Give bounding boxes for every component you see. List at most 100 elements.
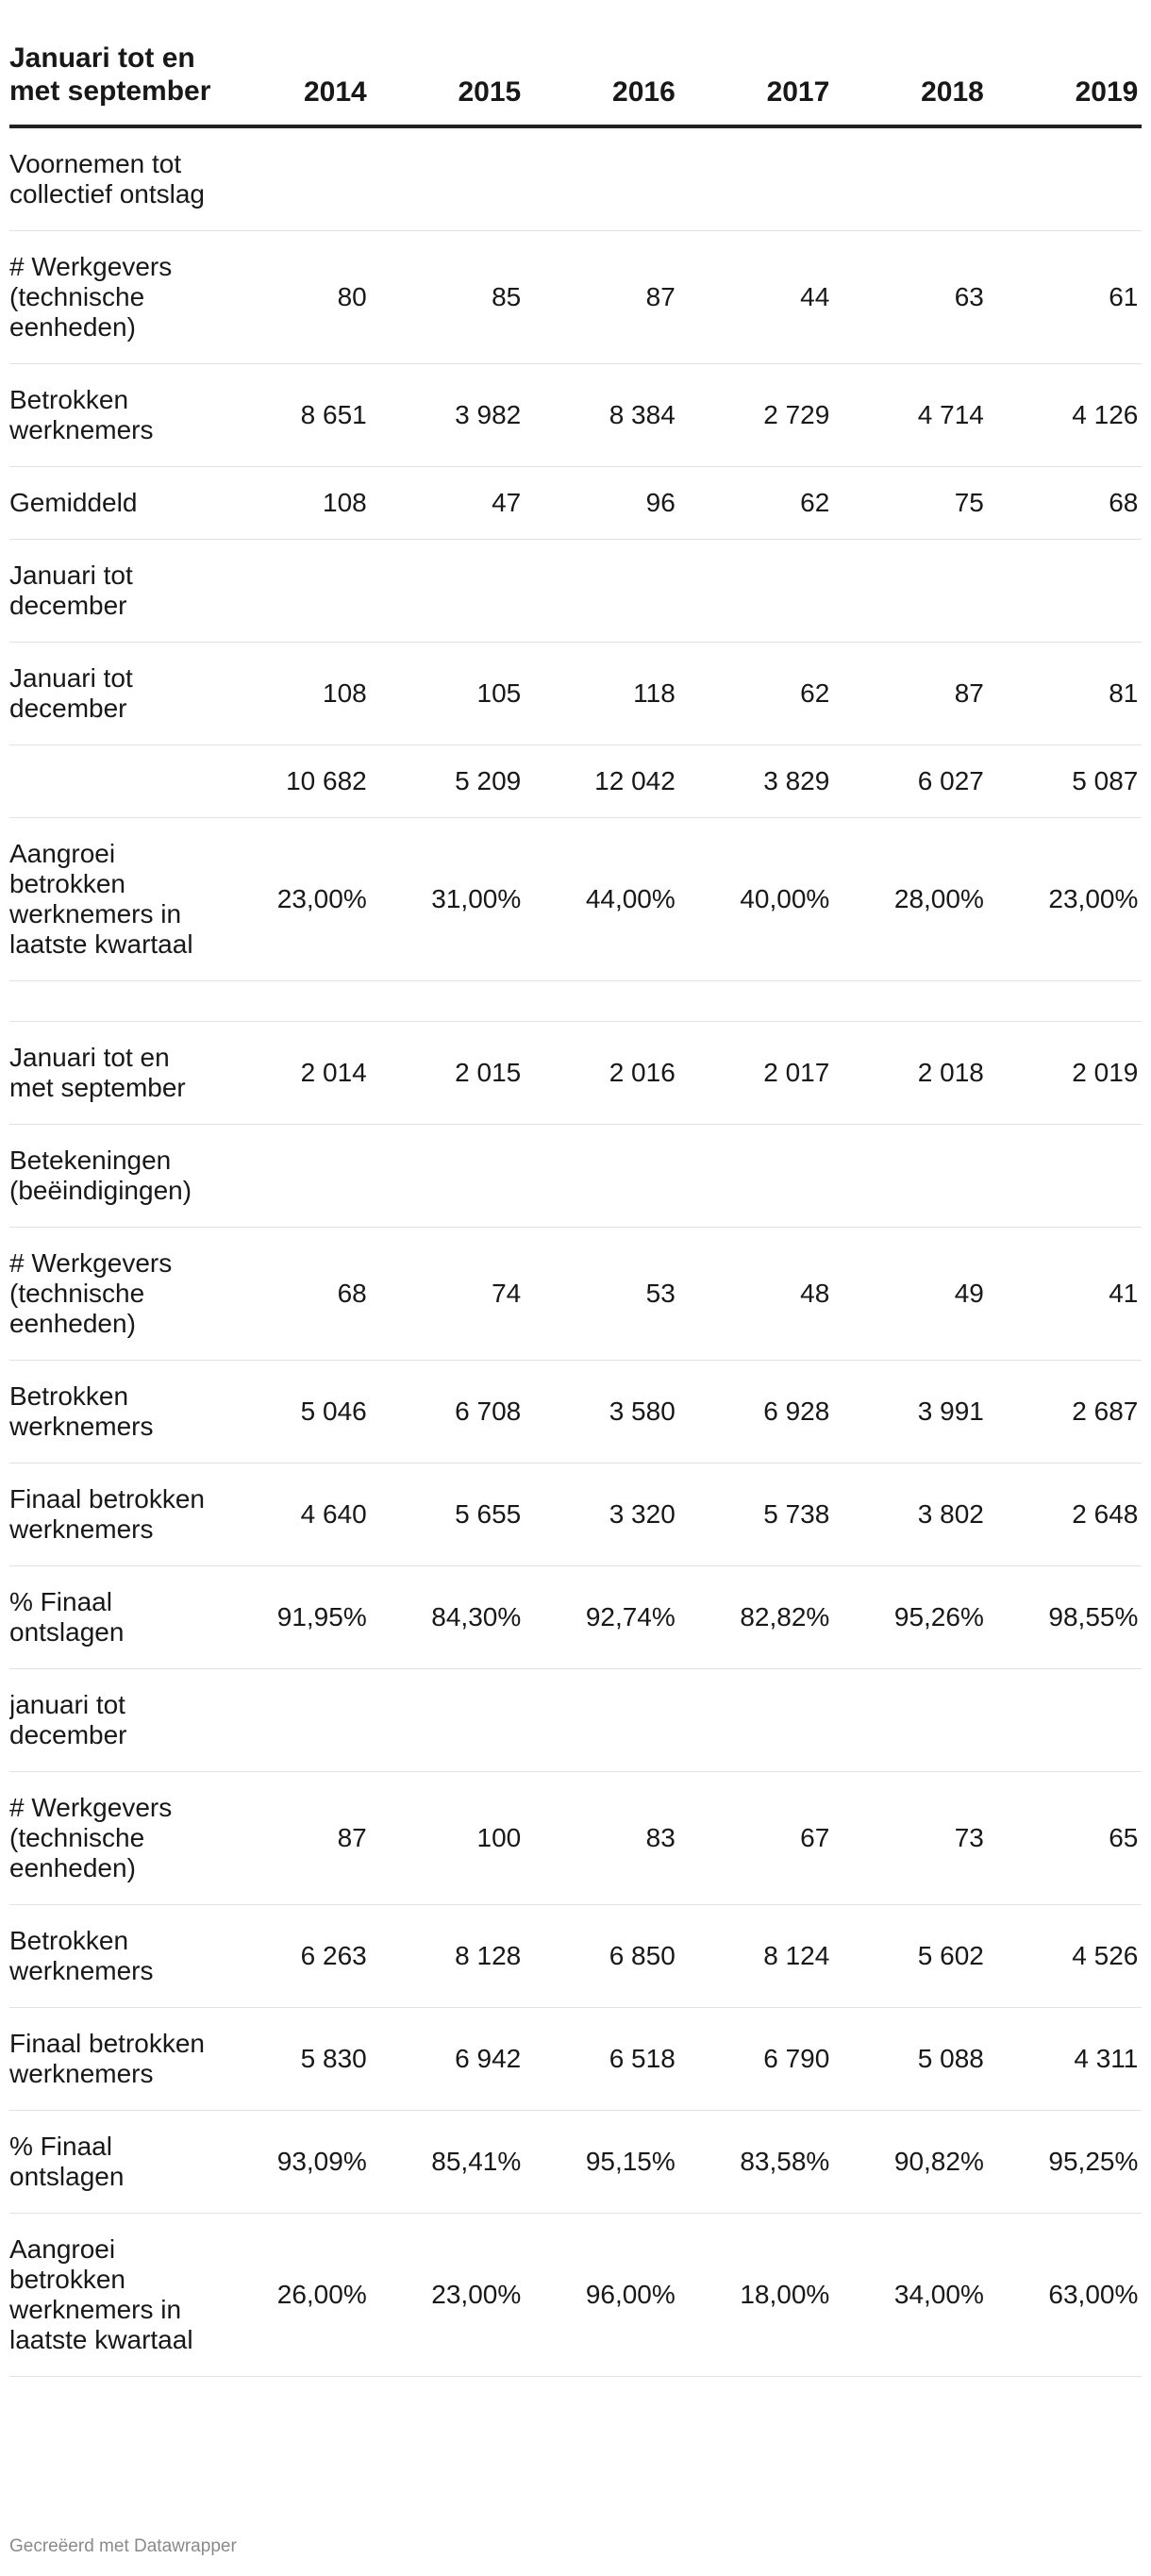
table-cell: 6 518: [609, 2044, 676, 2073]
table-cell: 28,00%: [893, 884, 984, 913]
table-cell: 85,41%: [431, 2147, 522, 2176]
table-cell: [1138, 231, 1142, 364]
table-cell: 84,30%: [431, 1602, 522, 1631]
table-viewport[interactable]: Januari tot en met september 2014 2015 201…: [9, 0, 1142, 2548]
table-row: Januari tot en met september 2 014 2 015 2 …: [9, 1022, 1142, 1125]
year-header-3: 2017: [766, 76, 830, 108]
table-cell: 6: [1138, 1905, 1142, 2008]
table-cell: 2 687: [1072, 1397, 1139, 1426]
table-cell: 5 738: [763, 1499, 830, 1529]
table-cell: [1138, 643, 1142, 745]
table-row: Januari tot december 108 105 118 62 87 81: [9, 643, 1142, 745]
table-cell: [1138, 1228, 1142, 1361]
table-cell: 10 682: [286, 766, 367, 795]
row-label: Aangroei betrokken werknemers in laatste…: [9, 2234, 193, 2354]
table-cell: [367, 126, 522, 231]
table-cell: 100: [476, 1823, 522, 1852]
table-cell: 63,00%: [1048, 2280, 1139, 2309]
table-cell: 53: [645, 1279, 676, 1308]
table-cell: 6 263: [300, 1941, 367, 1970]
table-row: januari tot december: [9, 1669, 1142, 1772]
table-cell: 95,15%: [585, 2147, 676, 2176]
table-cell: 4 526: [1072, 1941, 1139, 1970]
table-row: Januari tot december: [9, 540, 1142, 643]
table-cell: 6 850: [609, 1941, 676, 1970]
table-cell: 62: [800, 678, 830, 708]
table-cell: 83,58%: [740, 2147, 830, 2176]
row-label: Finaal betrokken werknemers: [9, 2029, 206, 2088]
row-label: Finaal betrokken werknemers: [9, 1484, 206, 1544]
year-header-4: 2018: [921, 76, 984, 108]
table-cell: 75: [954, 488, 984, 517]
table-cell: [521, 981, 676, 1022]
table-cell: 9: [1138, 745, 1142, 818]
table-cell: 3 991: [917, 1397, 984, 1426]
table-row: Aangroei betrokken werknemers in laatste…: [9, 2214, 1142, 2377]
row-label: Gemiddeld: [9, 488, 138, 517]
table-cell: 68: [337, 1279, 367, 1308]
table-row: % Finaal ontslagen 91,95% 84,30% 92,74% 82,8…: [9, 1566, 1142, 1669]
table-cell: [212, 540, 367, 643]
year-header-0: 2014: [303, 76, 367, 108]
table-cell: 89: [1138, 2111, 1142, 2214]
table-cell: 4 311: [1074, 2044, 1139, 2073]
table-cell: 2 015: [455, 1058, 522, 1087]
table-cell: 6 790: [763, 2044, 830, 2073]
table-cell: 2 017: [763, 1058, 830, 1087]
table-cell: 2 648: [1072, 1499, 1139, 1529]
table-cell: 94: [1138, 1566, 1142, 1669]
table-cell: 38: [1138, 818, 1142, 981]
row-label: januari tot december: [9, 1690, 127, 1749]
table-cell: 6 708: [455, 1397, 522, 1426]
table-cell: 65: [1109, 1823, 1139, 1852]
row-label: % Finaal ontslagen: [9, 1587, 125, 1647]
table-row: Betrokken werknemers 5 046 6 708 3 580 6 928…: [9, 1361, 1142, 1464]
table-cell: [829, 1669, 984, 1772]
table-cell: 2 014: [300, 1058, 367, 1087]
table-cell: 34,00%: [893, 2280, 984, 2309]
table-cell: 44: [800, 282, 830, 311]
table-cell: 97: [1138, 2214, 1142, 2377]
table-cell: [367, 981, 522, 1022]
table-cell: [676, 1669, 830, 1772]
table-cell: 2 729: [763, 400, 830, 429]
table-cell: 6 027: [917, 766, 984, 795]
table-row: [9, 981, 1142, 1022]
table-cell: 108: [323, 488, 367, 517]
table-cell: [212, 1669, 367, 1772]
data-table: Januari tot en met september 2014 2015 201…: [9, 0, 1142, 2377]
table-cell: 5 602: [917, 1941, 984, 1970]
table-cell: 96,00%: [585, 2280, 676, 2309]
table-cell: [676, 540, 830, 643]
table-cell: 93,09%: [276, 2147, 367, 2176]
table-row: Finaal betrokken werknemers 5 830 6 942 6 5…: [9, 2008, 1142, 2111]
table-row: Betrokken werknemers 8 651 3 982 8 384 2 729…: [9, 364, 1142, 467]
table-row: 10 682 5 209 12 042 3 829 6 027 5 0879: [9, 745, 1142, 818]
table-cell: 87: [645, 282, 676, 311]
table-cell: 96: [645, 488, 676, 517]
row-label: Betrokken werknemers: [9, 1381, 154, 1441]
table-cell: [1138, 126, 1142, 231]
table-row: # Werkgevers (technische eenheden) 80 85 87…: [9, 231, 1142, 364]
row-label: Januari tot en met september: [9, 1043, 186, 1102]
table-cell: 47: [492, 488, 522, 517]
table-cell: 63: [954, 282, 984, 311]
table-cell: 3 802: [917, 1499, 984, 1529]
table-cell: 74: [492, 1279, 522, 1308]
table-cell: [676, 126, 830, 231]
table-cell: 2 019: [1072, 1058, 1139, 1087]
table-cell: [984, 540, 1139, 643]
table-cell: 80: [337, 282, 367, 311]
table-cell: [521, 540, 676, 643]
table-cell: 3 829: [763, 766, 830, 795]
table-cell: [829, 126, 984, 231]
table-cell: [676, 1125, 830, 1228]
table-cell: [521, 1669, 676, 1772]
row-label: Betrokken werknemers: [9, 385, 154, 444]
table-cell: 23,00%: [1048, 884, 1139, 913]
table-cell: 2 018: [917, 1058, 984, 1087]
table-cell: 3: [1138, 1361, 1142, 1464]
year-header-2: 2016: [612, 76, 676, 108]
table-cell: 12 042: [594, 766, 676, 795]
table-cell: [984, 1669, 1139, 1772]
